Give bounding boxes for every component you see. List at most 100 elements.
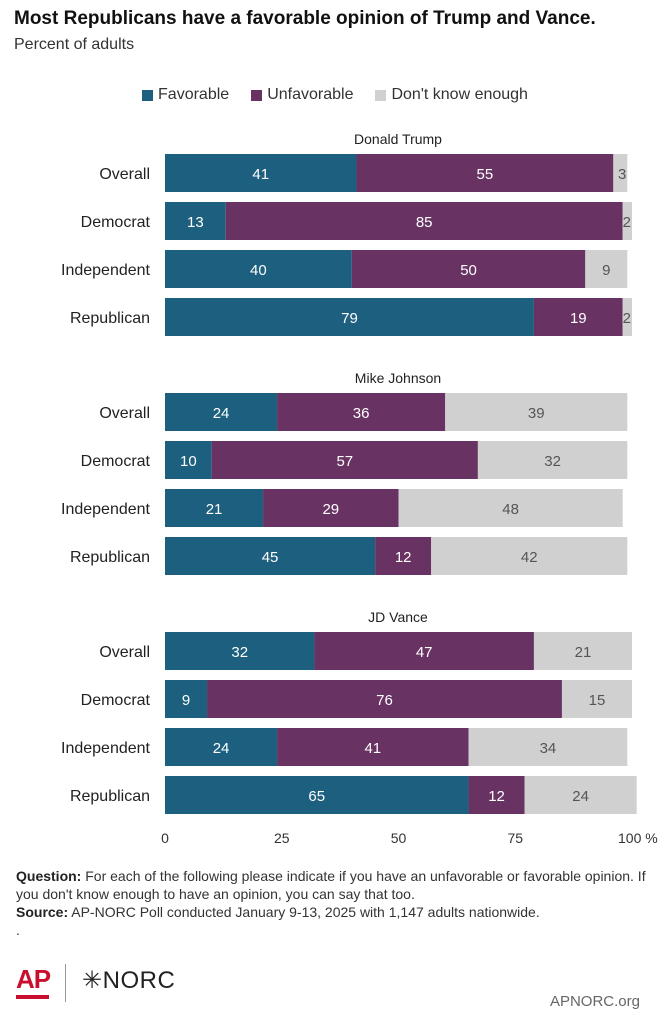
bar-value-label: 65 [308,788,325,805]
bar-segment [165,728,278,766]
logo-divider [65,964,66,1002]
bar-segment [211,441,478,479]
bar-value-label: 41 [364,740,381,757]
panel-title: Donald Trump [354,131,442,147]
bar-value-label: 10 [180,453,197,470]
bar-segment [468,776,525,814]
bar-segment [351,250,586,288]
source-note: Source: AP-NORC Poll conducted January 9… [16,903,656,921]
bar-segment [431,537,628,575]
legend-swatch-unfavorable [251,89,263,101]
bar-value-label: 12 [395,549,412,566]
bar-segment [165,441,212,479]
bar-segment [585,250,628,288]
category-label: Democrat [81,214,151,231]
bar-segment [277,728,469,766]
bar-value-label: 19 [570,310,587,327]
bar-value-label: 39 [528,405,545,422]
category-label: Democrat [81,692,151,709]
bar-value-label: 24 [572,788,589,805]
category-label: Independent [61,501,151,518]
bar-value-label: 2 [623,310,631,327]
question-label: Question: [16,868,82,884]
x-tick-label: 100 % [618,830,658,846]
bar-value-label: 12 [488,788,505,805]
bar-value-label: 76 [376,692,393,709]
category-label: Overall [99,405,150,422]
legend-swatch-favorable [142,89,154,101]
bar-value-label: 32 [231,644,248,661]
stacked-bar-chart: Donald Trump Overall 41 55 3 Democrat 13 85 2 Ind… [61,131,658,846]
bar-value-label: 9 [182,692,190,709]
legend-label-favorable: Favorable [158,86,230,103]
category-label: Republican [70,549,150,566]
bar-value-label: 40 [250,262,267,279]
bar-segment [165,202,226,240]
bar-segment [165,298,534,336]
bar-segment [477,441,628,479]
legend-item-favorable: Favorable [142,86,229,104]
x-tick-label: 75 [507,830,523,846]
bar-segment [533,298,623,336]
bar-value-label: 36 [353,405,370,422]
bar-segment [398,489,623,527]
category-label: Democrat [81,453,151,470]
bar-value-label: 32 [544,453,561,470]
bar-value-label: 24 [213,740,230,757]
bar-segment [445,393,628,431]
legend-swatch-dont-know [375,89,387,101]
bar-segment [165,537,376,575]
bar-value-label: 79 [341,310,358,327]
trailing-note: . [16,922,20,938]
bar-segment [356,154,614,192]
bar-value-label: 50 [460,262,477,279]
x-tick-label: 0 [161,830,169,846]
x-tick-label: 50 [391,830,407,846]
bar-segment [314,632,534,670]
chart-title: Most Republicans have a favorable opinio… [14,8,596,29]
bar-value-label: 13 [187,214,204,231]
bar-value-label: 85 [416,214,433,231]
bar-segment [225,202,623,240]
source-text: AP-NORC Poll conducted January 9-13, 202… [68,904,540,920]
bar-segment [165,489,264,527]
bar-value-label: 21 [575,644,592,661]
bar-segment [524,776,637,814]
bar-segment [468,728,628,766]
bar-value-label: 29 [322,501,339,518]
bar-segment [622,298,632,336]
bar-segment [622,202,632,240]
bar-value-label: 21 [206,501,223,518]
norc-logo: ✳NORC [82,967,176,994]
legend: Favorable Unfavorable Don't know enough [0,86,670,104]
bar-segment [613,154,628,192]
ap-logo: AP [16,964,51,999]
bar-segment [165,632,315,670]
category-label: Overall [99,166,150,183]
legend-label-unfavorable: Unfavorable [267,86,354,103]
bar-value-label: 2 [623,214,631,231]
bar-segment [165,776,469,814]
category-label: Overall [99,644,150,661]
question-text: For each of the following please indicat… [16,868,646,902]
category-label: Independent [61,740,151,757]
bar-value-label: 57 [336,453,353,470]
bar-segment [165,393,278,431]
chart-subtitle: Percent of adults [14,36,135,53]
bar-segment [263,489,399,527]
site-link[interactable]: APNORC.org [549,993,640,1010]
bar-value-label: 45 [262,549,279,566]
bar-segment [277,393,446,431]
bar-value-label: 24 [213,405,230,422]
legend-label-dont-know: Don't know enough [391,86,528,103]
bar-segment [375,537,432,575]
category-label: Independent [61,262,151,279]
bar-value-label: 34 [540,740,557,757]
bar-value-label: 15 [589,692,606,709]
bar-value-label: 47 [416,644,433,661]
legend-item-unfavorable: Unfavorable [251,86,353,104]
bar-segment [165,680,208,718]
x-tick-label: 25 [274,830,290,846]
bar-value-label: 9 [602,262,610,279]
bar-value-label: 55 [477,166,494,183]
